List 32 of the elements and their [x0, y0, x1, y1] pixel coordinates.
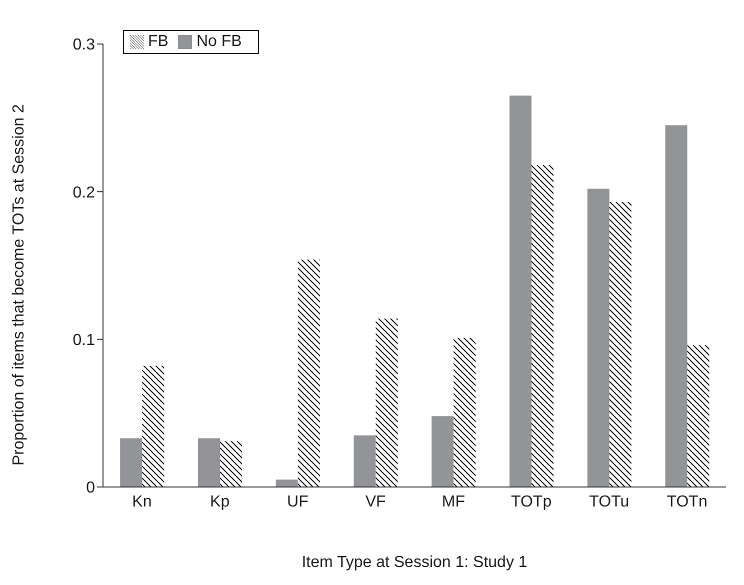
x-tick-label: Kp: [210, 493, 230, 510]
y-tick-label: 0.2: [72, 184, 96, 202]
bar: [609, 202, 632, 487]
bar: [687, 345, 710, 487]
x-tick-label: MF: [442, 493, 466, 510]
bar: [587, 188, 610, 487]
y-tick-label: 0.3: [72, 36, 96, 54]
x-tick-label: TOTp: [511, 493, 552, 510]
y-tick-label: 0: [86, 480, 96, 497]
legend-label: No FB: [196, 33, 242, 50]
bar: [142, 366, 164, 487]
bar: [354, 435, 376, 487]
x-tick-label: Kn: [132, 493, 152, 510]
bar: [432, 416, 454, 487]
legend-label: FB: [148, 33, 168, 50]
x-tick-label: TOTu: [589, 493, 630, 510]
x-tick-label: TOTn: [666, 493, 708, 510]
bar: [198, 438, 220, 487]
bar: [665, 125, 688, 487]
bar: [220, 441, 242, 487]
y-tick-label: 0.1: [72, 332, 96, 350]
bar: [276, 480, 298, 487]
bar: [510, 96, 532, 487]
bar: [120, 438, 142, 487]
bar: [532, 165, 554, 487]
bar: [298, 260, 320, 487]
bar: [454, 338, 476, 487]
y-axis-title: Proportion of items that become TOTs at Session 2: [10, 104, 28, 466]
x-tick-label: VF: [365, 493, 386, 510]
x-tick-label: UF: [287, 493, 309, 510]
bar: [376, 318, 398, 487]
x-axis-title: Item Type at Session 1: Study 1: [302, 554, 528, 571]
